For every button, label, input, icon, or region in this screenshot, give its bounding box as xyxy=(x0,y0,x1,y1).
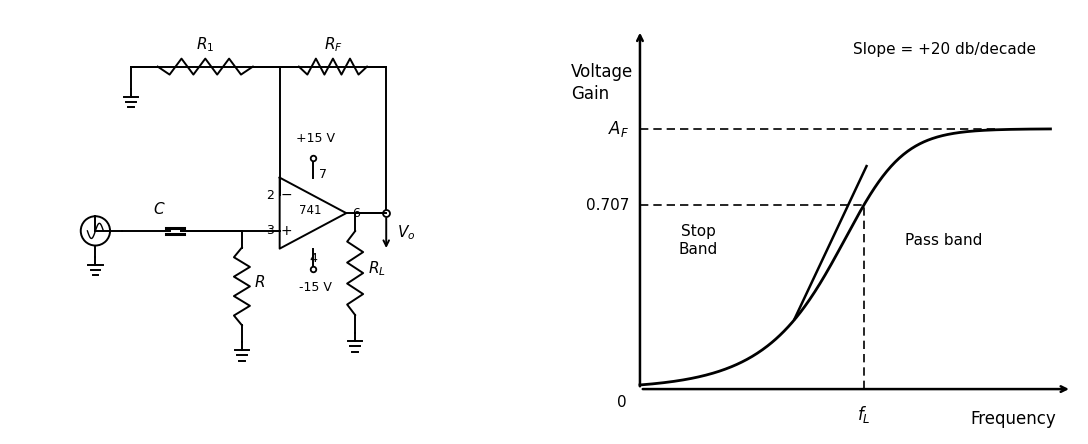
Text: Pass band: Pass band xyxy=(905,233,982,248)
Text: $A_F$: $A_F$ xyxy=(608,119,629,139)
Text: 7: 7 xyxy=(319,167,326,181)
Text: $f_L$: $f_L$ xyxy=(857,404,870,424)
Text: 4: 4 xyxy=(309,252,317,265)
Text: −: − xyxy=(281,187,293,202)
Text: +: + xyxy=(281,224,293,238)
Text: 2: 2 xyxy=(265,189,274,202)
Text: 0: 0 xyxy=(617,395,627,410)
Text: 3: 3 xyxy=(265,224,274,238)
Text: 741: 741 xyxy=(299,204,322,218)
Text: 6: 6 xyxy=(353,206,360,220)
Text: $C$: $C$ xyxy=(153,201,166,217)
Text: Stop
Band: Stop Band xyxy=(679,224,718,257)
Text: $R_F$: $R_F$ xyxy=(323,36,343,54)
Text: -15 V: -15 V xyxy=(299,281,332,294)
Text: $V_o$: $V_o$ xyxy=(397,224,416,242)
Text: Frequency: Frequency xyxy=(970,410,1055,428)
Text: $R_L$: $R_L$ xyxy=(368,259,385,278)
Text: $R_1$: $R_1$ xyxy=(196,36,214,54)
Text: Slope = +20 db/decade: Slope = +20 db/decade xyxy=(853,42,1036,57)
Text: $R$: $R$ xyxy=(255,274,265,290)
Text: 0.707: 0.707 xyxy=(586,198,629,213)
Text: Voltage
Gain: Voltage Gain xyxy=(570,63,633,103)
Text: +15 V: +15 V xyxy=(296,132,335,145)
